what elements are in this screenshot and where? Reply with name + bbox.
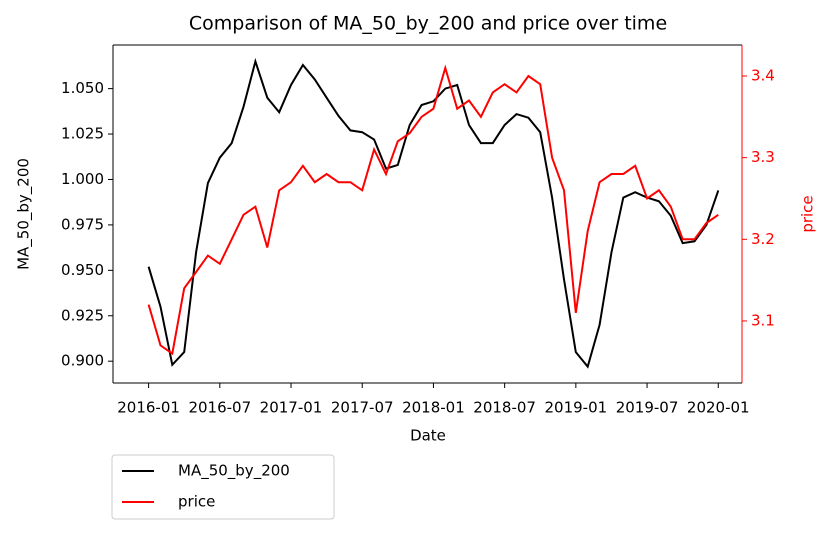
y-tick-label: 1.000 (61, 170, 104, 188)
x-tick-label: 2018-01 (402, 399, 465, 417)
y-axis-label: MA_50_by_200 (15, 158, 34, 270)
x-tick-label: 2019-07 (616, 399, 679, 417)
y-tick-label: 1.025 (61, 125, 104, 143)
legend-label: price (178, 493, 215, 511)
y2-axis-label: price (799, 195, 817, 232)
y2-tick-label: 3.2 (751, 230, 775, 248)
legend-box (111, 454, 335, 520)
x-tick-label: 2016-07 (188, 399, 251, 417)
y-tick-label: 0.975 (61, 215, 104, 233)
y-tick-label: 1.050 (61, 79, 104, 97)
y-tick-label: 0.900 (61, 352, 104, 370)
y-tick-label: 0.925 (61, 306, 104, 324)
x-tick-label: 2019-01 (545, 399, 608, 417)
y2-tick-label: 3.1 (751, 311, 775, 329)
x-tick-label: 2016-01 (117, 399, 180, 417)
y2-tick-label: 3.4 (751, 67, 775, 85)
x-tick-label: 2017-01 (260, 399, 323, 417)
x-axis-label: Date (410, 427, 446, 445)
series-line (147, 57, 720, 369)
y-tick-label: 0.950 (61, 261, 104, 279)
x-tick-label: 2020-01 (687, 399, 750, 417)
legend-label: MA_50_by_200 (178, 462, 290, 481)
x-tick-label: 2018-07 (473, 399, 536, 417)
x-tick-label: 2017-07 (331, 399, 394, 417)
chart-title: Comparison of MA_50_by_200 and price ove… (189, 13, 667, 35)
y2-tick-label: 3.3 (751, 148, 775, 166)
series-line (147, 64, 719, 356)
